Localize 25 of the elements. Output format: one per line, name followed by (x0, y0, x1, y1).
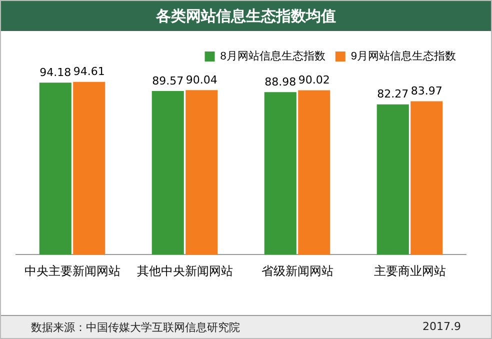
bar (186, 90, 218, 255)
bar (39, 82, 72, 255)
bar (410, 101, 443, 255)
chart-title: 各类网站信息生态指数均值 (1, 1, 491, 31)
data-label: 94.61 (73, 65, 105, 78)
data-label: 89.57 (152, 74, 184, 88)
x-tick-label: 省级新闻网站 (261, 264, 334, 278)
source-note: 数据来源：中国传媒大学互联网信息研究院 (31, 320, 240, 335)
data-label: 88.98 (264, 75, 296, 88)
data-label: 82.27 (377, 88, 409, 101)
data-label: 83.97 (410, 84, 442, 98)
data-label: 94.18 (40, 66, 72, 79)
data-label: 90.02 (298, 74, 330, 87)
bar (298, 90, 330, 255)
x-tick-label: 主要商业网站 (374, 264, 446, 278)
legend-label: 9月网站信息生态指数 (350, 50, 456, 63)
bar (152, 91, 184, 255)
data-label: 90.04 (186, 74, 218, 87)
x-tick-label: 中央主要新闻网站 (24, 264, 120, 278)
bar (376, 104, 409, 255)
bar (264, 92, 296, 255)
legend-label: 8月网站信息生态指数 (220, 50, 326, 63)
bar (73, 82, 106, 255)
text: 2017.9 (422, 320, 461, 333)
x-tick-label: 其他中央新闻网站 (136, 264, 233, 278)
